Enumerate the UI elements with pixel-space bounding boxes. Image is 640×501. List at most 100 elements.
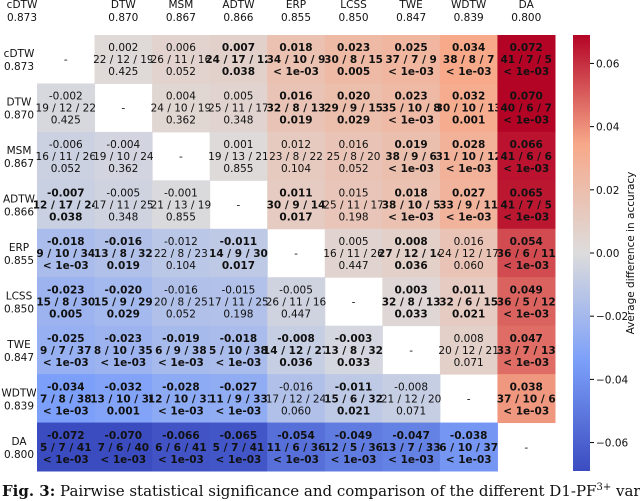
cell-p: < 1e-03 [216, 357, 262, 369]
cell-diff: 0.047 [510, 333, 543, 345]
cell-wtl: 14 / 9 / 30 [209, 248, 268, 260]
colorbar-tick-label: 0.04 [596, 122, 620, 134]
column-label: MSM [168, 0, 193, 11]
cell-wtl: 38 / 9 / 6 [385, 151, 437, 163]
cell-p: < 1e-03 [446, 66, 492, 78]
cell-diff: -0.038 [450, 430, 488, 442]
cell-diff: -0.003 [335, 333, 373, 345]
cell-wtl: 15 / 8 / 30 [36, 296, 95, 308]
diagonal: - [409, 345, 413, 357]
cell-p: 0.019 [279, 115, 312, 127]
cell-diff: -0.066 [162, 430, 200, 442]
cell-wtl: 9 / 7 / 37 [40, 345, 92, 357]
row-label: WDTW [1, 387, 37, 399]
diagonal: - [294, 248, 298, 260]
cell [94, 374, 153, 424]
cell-p: < 1e-03 [43, 405, 89, 417]
column-accuracy: 0.800 [511, 12, 541, 24]
cell-diff: -0.007 [47, 188, 85, 200]
cell-p: < 1e-03 [388, 163, 434, 175]
cell-p: 0.029 [107, 308, 140, 320]
cell-wtl: 21 / 13 / 19 [151, 200, 212, 212]
cell-p: 0.855 [166, 212, 196, 224]
cell-wtl: 13 / 7 / 33 [382, 442, 441, 454]
cell-diff: 0.027 [452, 188, 485, 200]
cell-p: < 1e-03 [216, 454, 262, 466]
column-accuracy: 0.866 [223, 12, 253, 24]
cell [152, 35, 211, 84]
colorbar-tick-label: 0.02 [596, 185, 619, 197]
row-label: LCSS [6, 290, 33, 302]
cell-p: < 1e-03 [158, 454, 204, 466]
cell [267, 325, 326, 375]
cell-diff: -0.015 [222, 284, 256, 296]
column-label: WDTW [451, 0, 487, 11]
cell [267, 180, 326, 230]
cell-p: < 1e-03 [388, 212, 434, 224]
cell-wtl: 32 / 6 / 15 [439, 296, 498, 308]
cell [94, 277, 153, 327]
cell-p: 0.036 [395, 260, 428, 272]
cell [439, 325, 498, 375]
cell-diff: 0.012 [281, 139, 311, 151]
cell-wtl: 27 / 12 / 14 [378, 248, 444, 260]
cell-p: < 1e-03 [273, 454, 319, 466]
cell-wtl: 20 / 12 / 21 [438, 345, 499, 357]
column-label: ERP [286, 0, 306, 11]
cell-p: < 1e-03 [503, 357, 549, 369]
cell-diff: -0.018 [220, 333, 258, 345]
cell-diff: -0.011 [335, 381, 373, 393]
colorbar [573, 35, 590, 471]
cell [324, 35, 383, 84]
cell-wtl: 25 / 11 / 17 [208, 103, 269, 115]
cell-diff: 0.008 [395, 236, 428, 248]
cell [37, 228, 96, 278]
cell-diff: -0.018 [47, 236, 85, 248]
column-accuracy: 0.850 [339, 12, 369, 24]
cell-diff: 0.015 [339, 188, 369, 200]
cell [324, 131, 383, 181]
cell [94, 180, 153, 230]
colorbar-label: Average difference in accuracy [625, 172, 637, 335]
cell-diff: 0.007 [222, 42, 255, 54]
cell-wtl: 11 / 6 / 36 [267, 442, 326, 454]
diagonal: - [352, 296, 356, 308]
cell [267, 374, 326, 424]
cell-diff: 0.018 [279, 42, 312, 54]
cell-diff: 0.032 [452, 91, 485, 103]
cell-p: 0.060 [454, 260, 484, 272]
caption-text: Pairwise statistical significance and co… [60, 482, 596, 500]
cell-p: < 1e-03 [43, 454, 89, 466]
cell-diff: -0.001 [164, 188, 198, 200]
cell-wtl: 24 / 12 / 17 [438, 248, 499, 260]
cell-diff: -0.008 [394, 381, 428, 393]
cell [94, 422, 153, 472]
cell [37, 131, 96, 181]
cell [267, 131, 326, 181]
cell-wtl: 31 / 10 / 12 [436, 151, 502, 163]
cell-diff: 0.003 [395, 284, 428, 296]
cell-wtl: 6 / 10 / 37 [439, 442, 498, 454]
cell-diff: 0.066 [510, 139, 543, 151]
cell-p: < 1e-03 [446, 163, 492, 175]
cell-diff: -0.034 [47, 381, 85, 393]
cell-wtl: 17 / 11 / 25 [93, 200, 154, 212]
caption-label: Fig. 3: [2, 482, 55, 500]
cell [94, 228, 153, 278]
cell [324, 83, 383, 133]
cell-p: 0.447 [281, 308, 311, 320]
column-label: cDTW [7, 0, 38, 11]
cell-wtl: 7 / 6 / 40 [98, 442, 150, 454]
cell-diff: 0.054 [510, 236, 543, 248]
cell-p: < 1e-03 [273, 66, 319, 78]
cell-diff: 0.001 [223, 139, 253, 151]
cell-wtl: 13 / 10 / 30 [90, 393, 156, 405]
cell-wtl: 19 / 12 / 22 [36, 103, 97, 115]
cell-p: < 1e-03 [446, 454, 492, 466]
cell [324, 374, 383, 424]
cell [382, 422, 441, 472]
cell-diff: -0.012 [164, 236, 198, 248]
cell-diff: -0.016 [105, 236, 143, 248]
cell [439, 83, 498, 133]
cell [152, 374, 211, 424]
